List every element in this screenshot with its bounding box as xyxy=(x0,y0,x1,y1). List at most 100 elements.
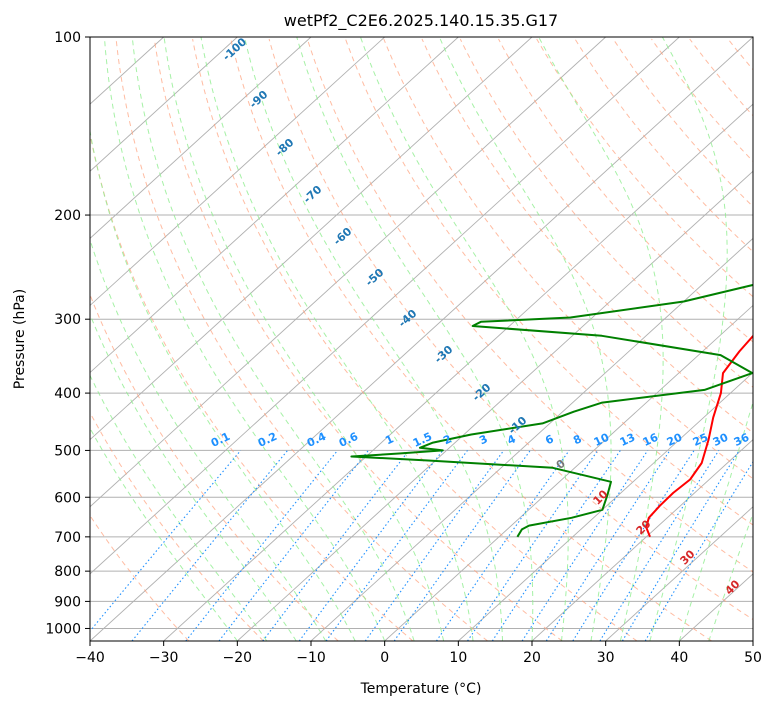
dry-adiabat-line xyxy=(90,514,190,641)
x-tick-label: 50 xyxy=(744,650,762,666)
mixing-ratio-line xyxy=(644,460,753,641)
isotherm-line xyxy=(90,37,459,374)
mixing-ratio-label: 0.1 xyxy=(209,430,232,450)
dry-adiabat-line xyxy=(90,131,414,641)
moist-adiabat-label: 20 xyxy=(634,517,654,537)
moist-adiabat-line xyxy=(90,313,297,641)
dry-adiabat-line xyxy=(192,38,638,641)
mixing-ratio-label: 13 xyxy=(618,431,637,449)
x-tick-label: 0 xyxy=(380,650,389,666)
dry-adiabat-line xyxy=(651,38,753,163)
y-tick-label: 200 xyxy=(54,208,81,224)
mixing-ratio-line xyxy=(491,450,621,641)
x-tick-label: −10 xyxy=(296,650,326,666)
mixing-ratio-line xyxy=(262,450,410,641)
y-axis-ticks: 100 200 300 400 500 600 700 800 900 1000 xyxy=(45,30,90,637)
isotherm-line xyxy=(237,170,753,641)
mixing-ratio-line xyxy=(572,450,695,641)
dry-adiabat-line xyxy=(230,38,712,641)
isotherm-label: -40 xyxy=(396,307,420,330)
isotherm-line xyxy=(752,640,753,641)
isotherm-line xyxy=(90,37,385,307)
dry-adiabat-line xyxy=(90,293,339,641)
y-tick-label: 900 xyxy=(54,594,81,610)
moist-adiabat-line xyxy=(90,427,238,641)
dry-adiabat-line xyxy=(115,38,488,641)
moist-adiabat-line xyxy=(296,37,534,641)
moist-adiabat-line xyxy=(103,37,386,641)
moist-adiabat-line xyxy=(359,37,569,641)
y-tick-label: 600 xyxy=(54,490,81,506)
mixing-ratio-line xyxy=(90,450,242,632)
mixing-ratio-line xyxy=(599,450,720,641)
dry-adiabat-line xyxy=(306,38,753,573)
y-tick-label: 1000 xyxy=(45,621,81,637)
moist-adiabat-line xyxy=(200,37,474,641)
moist-adiabat-label: 40 xyxy=(723,577,743,597)
mixing-ratio-label: 10 xyxy=(592,431,612,449)
mixing-ratio-line xyxy=(298,450,444,641)
moist-adiabat-line xyxy=(90,238,327,641)
isotherm-label: -50 xyxy=(363,266,387,289)
dry-adiabat-line xyxy=(459,38,753,388)
dry-adiabat-line xyxy=(574,38,753,253)
mixing-ratio-label: 3 xyxy=(477,432,489,447)
y-tick-label: 400 xyxy=(54,386,81,402)
moist-adiabat-line xyxy=(163,37,445,641)
mixing-ratio-label: 36 xyxy=(732,431,752,449)
isotherm-line xyxy=(531,439,753,641)
mixing-ratio-line xyxy=(467,450,599,641)
y-axis-label: Pressure (hPa) xyxy=(12,289,28,389)
dry-adiabat-line xyxy=(153,38,563,641)
mixing-ratio-line xyxy=(545,450,671,641)
mixing-ratio-label: 25 xyxy=(691,431,710,449)
x-tick-label: 30 xyxy=(597,650,615,666)
isotherm-label: -90 xyxy=(247,88,271,111)
dry-adiabat-line xyxy=(498,38,753,343)
y-tick-label: 700 xyxy=(54,530,81,546)
x-tick-label: 40 xyxy=(670,650,688,666)
background-lines xyxy=(90,37,775,641)
dry-adiabat-line xyxy=(383,38,753,480)
moist-adiabat-line xyxy=(90,374,268,641)
temperature-line xyxy=(645,334,753,538)
mixing-ratio-label: 1 xyxy=(383,432,395,447)
chart-title: wetPf2_C2E6.2025.140.15.35.G17 xyxy=(284,11,558,31)
dry-adiabat-line xyxy=(689,38,753,117)
moist-adiabat-line xyxy=(131,37,415,641)
profile-lines xyxy=(350,283,753,538)
moist-adiabat-label: 30 xyxy=(678,547,698,567)
isotherm-line xyxy=(90,37,533,441)
x-tick-label: −30 xyxy=(149,650,179,666)
isotherm-label: -20 xyxy=(470,381,494,404)
dry-adiabat-line xyxy=(766,39,775,641)
mixing-ratio-label: 8 xyxy=(571,432,583,447)
mixing-ratio-line xyxy=(521,450,649,641)
mixing-ratio-line xyxy=(218,450,369,641)
isotherm-line xyxy=(605,506,753,641)
mixing-ratio-label: 1.5 xyxy=(411,430,434,450)
isotherm-line xyxy=(163,103,753,641)
isotherm-line xyxy=(384,304,753,641)
moist-adiabat-line xyxy=(90,128,356,641)
dry-adiabat-line xyxy=(90,411,264,641)
isotherm-line xyxy=(90,37,680,575)
isotherm-line xyxy=(90,37,312,239)
mixing-ratio-line xyxy=(621,450,740,641)
mixing-ratio-line xyxy=(185,450,339,641)
isotherm-line xyxy=(90,37,238,172)
mixing-ratio-line xyxy=(325,450,468,641)
moist-adiabat-line xyxy=(649,37,728,641)
isotherm-label: -80 xyxy=(273,136,297,159)
mixing-ratio-label: 0.4 xyxy=(305,430,328,450)
x-tick-label: 10 xyxy=(449,650,467,666)
isotherm-line xyxy=(310,237,753,641)
x-tick-label: 20 xyxy=(523,650,541,666)
dry-adiabat-line xyxy=(727,38,753,71)
mixing-ratio-line xyxy=(435,450,570,641)
mixing-ratio-line xyxy=(393,450,531,641)
isotherm-label: -100 xyxy=(220,35,249,63)
moist-adiabat-line xyxy=(244,37,503,641)
isotherm-line xyxy=(458,371,753,641)
